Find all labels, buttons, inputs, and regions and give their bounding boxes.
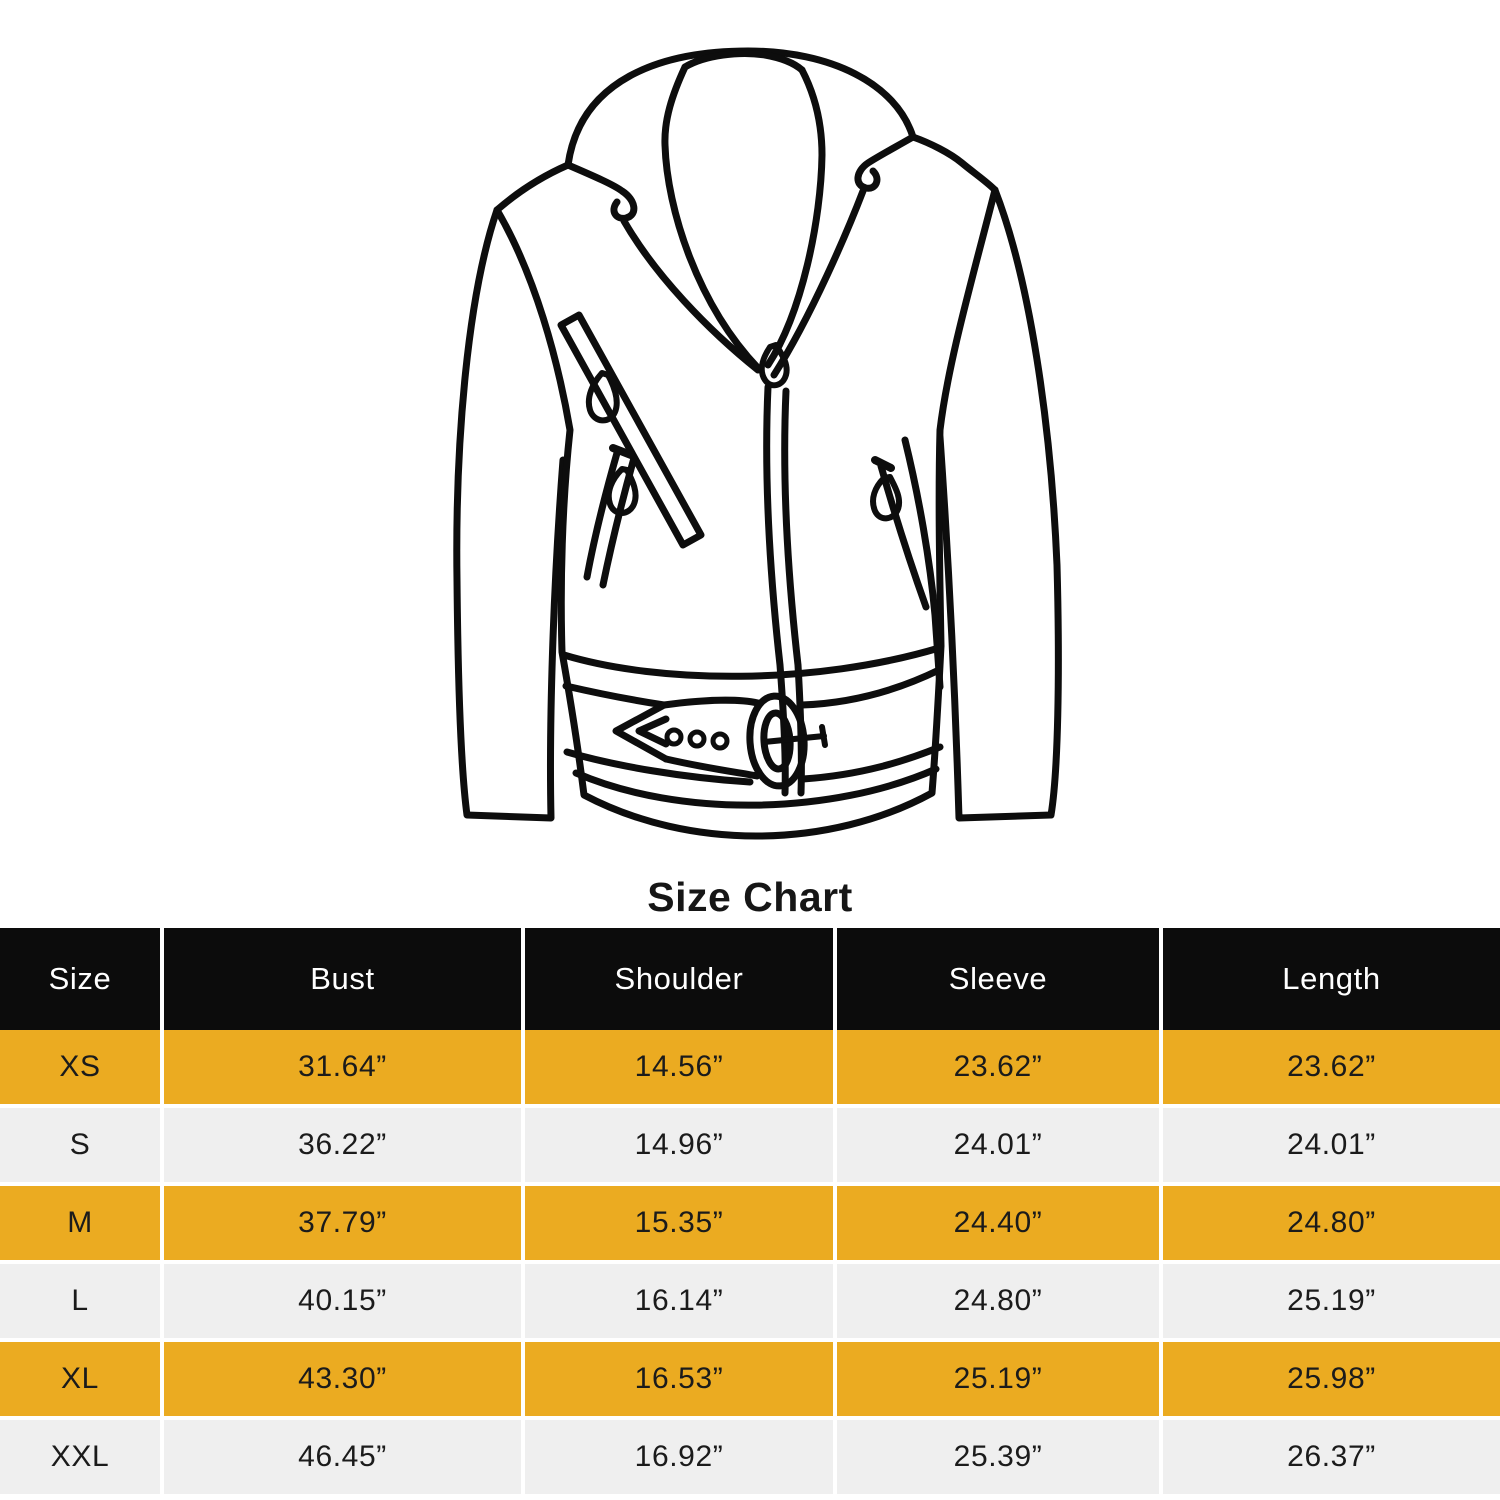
sleeve-value: 25.19” <box>837 1342 1159 1416</box>
belt-tip-chevron-inner <box>635 715 670 748</box>
shoulder-value: 14.96” <box>525 1108 833 1182</box>
left-sleeve <box>453 206 567 822</box>
body-outline <box>493 186 999 840</box>
right-lapel-outer-edge <box>909 133 999 194</box>
belt-strap-bottom <box>662 755 761 780</box>
belt-tip-chevron-outer <box>612 701 670 763</box>
length-value: 24.01” <box>1163 1108 1500 1182</box>
shoulder-value: 15.35” <box>525 1186 833 1260</box>
bust-value: 43.30” <box>164 1342 521 1416</box>
page-title: Size Chart <box>647 874 853 920</box>
right-lapel-curl <box>854 133 917 192</box>
bust-value: 46.45” <box>164 1420 521 1494</box>
collar-dome <box>564 47 917 169</box>
left-lapel-inner-edge <box>620 217 762 374</box>
size-label: XXL <box>0 1420 160 1494</box>
shoulder-value: 16.92” <box>525 1420 833 1494</box>
header-cell-length: Length <box>1163 928 1500 1030</box>
size-label: M <box>0 1186 160 1260</box>
size-label: L <box>0 1264 160 1338</box>
bust-value: 36.22” <box>164 1108 521 1182</box>
belt-top-line <box>560 644 943 680</box>
shoulder-value: 14.56” <box>525 1030 833 1104</box>
header-cell-size: Size <box>0 928 160 1030</box>
belt-band-bottom-left <box>563 748 754 786</box>
shoulder-value: 16.14” <box>525 1264 833 1338</box>
sleeve-value: 24.40” <box>837 1186 1159 1260</box>
right-pocket-zip-line <box>877 462 930 611</box>
belt-hole-2 <box>687 729 707 749</box>
belt-hole-1 <box>664 727 684 747</box>
right-panel-seam <box>901 436 944 691</box>
belt-band-top-left <box>562 682 668 709</box>
belt-band-bottom-right <box>799 743 944 783</box>
table-row-m: M 37.79” 15.35” 24.40” 24.80” <box>0 1186 1500 1260</box>
length-value: 24.80” <box>1163 1186 1500 1260</box>
table-header-row: Size Bust Shoulder Sleeve Length <box>0 928 1500 1030</box>
header-cell-sleeve: Sleeve <box>837 928 1159 1030</box>
length-value: 25.19” <box>1163 1264 1500 1338</box>
shoulder-value: 16.53” <box>525 1342 833 1416</box>
right-sleeve <box>936 186 1062 822</box>
size-label: XL <box>0 1342 160 1416</box>
sleeve-value: 24.80” <box>837 1264 1159 1338</box>
right-pocket-zip-anchor <box>871 456 895 472</box>
jacket-illustration <box>450 25 1065 840</box>
jacket-line-art-icon <box>453 47 1062 840</box>
size-label: S <box>0 1108 160 1182</box>
length-value: 25.98” <box>1163 1342 1500 1416</box>
left-pocket-zip-line-1 <box>583 449 621 581</box>
belt-band-top-right <box>798 666 943 709</box>
jacket-collar <box>493 47 999 379</box>
right-lapel-inner-edge <box>770 187 867 379</box>
belt-hole-3 <box>710 731 730 751</box>
table-row-l: L 40.15” 16.14” 24.80” 25.19” <box>0 1264 1500 1338</box>
length-value: 23.62” <box>1163 1030 1500 1104</box>
left-shoulder-edge <box>493 161 572 214</box>
size-chart-table: Size Bust Shoulder Sleeve Length XS 31.6… <box>0 928 1500 1494</box>
sleeve-value: 24.01” <box>837 1108 1159 1182</box>
left-pocket-zip-anchor <box>609 444 635 459</box>
hem-band-line <box>572 765 940 809</box>
jacket-sleeves <box>453 186 1062 822</box>
table-row-xl: XL 43.30” 16.53” 25.19” 25.98” <box>0 1342 1500 1416</box>
length-value: 26.37” <box>1163 1420 1500 1494</box>
table-row-xs: XS 31.64” 14.56” 23.62” 23.62” <box>0 1030 1500 1104</box>
chest-pocket-zip <box>557 311 705 549</box>
header-cell-shoulder: Shoulder <box>525 928 833 1030</box>
neck-opening-right <box>764 66 826 369</box>
bust-value: 40.15” <box>164 1264 521 1338</box>
belt-strap-top <box>660 696 762 709</box>
jacket-body <box>493 186 999 840</box>
front-zip-pull-icon <box>758 342 790 389</box>
buckle-prong-tip <box>819 724 828 748</box>
jacket-zippers <box>557 311 944 797</box>
size-label: XS <box>0 1030 160 1104</box>
front-zip-line-left <box>763 383 789 797</box>
left-pocket-zip-pull-icon <box>605 466 639 516</box>
right-pocket-zip-pull-icon <box>870 474 902 522</box>
table-row-s: S 36.22” 14.96” 24.01” 24.01” <box>0 1108 1500 1182</box>
chest-zip-pull-icon <box>585 370 620 424</box>
sleeve-value: 25.39” <box>837 1420 1159 1494</box>
neck-opening-left <box>661 63 762 372</box>
left-lapel-curl <box>564 161 638 222</box>
bust-value: 37.79” <box>164 1186 521 1260</box>
neck-opening-top <box>681 50 806 74</box>
table-row-xxl: XXL 46.45” 16.92” 25.39” 26.37” <box>0 1420 1500 1494</box>
sleeve-value: 23.62” <box>837 1030 1159 1104</box>
jacket-belt <box>560 644 944 809</box>
buckle-prong <box>761 733 827 745</box>
bust-value: 31.64” <box>164 1030 521 1104</box>
header-cell-bust: Bust <box>164 928 521 1030</box>
